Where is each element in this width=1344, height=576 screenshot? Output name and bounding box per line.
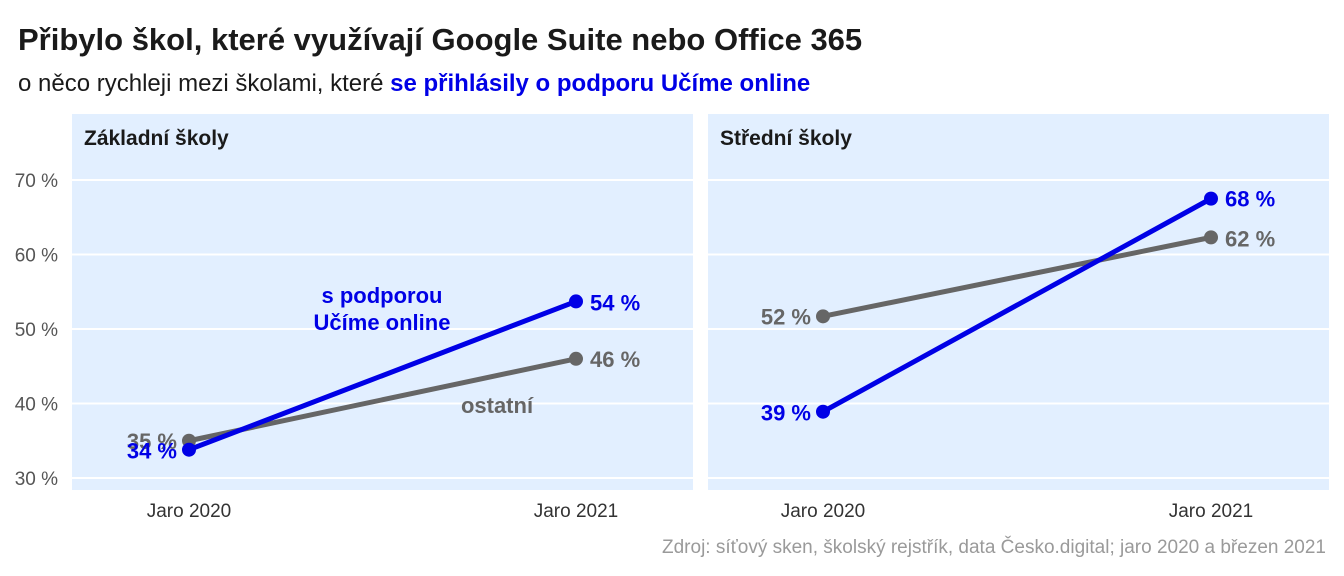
data-label: 35 %	[127, 429, 177, 454]
data-point	[816, 309, 830, 324]
series-annotation: Učíme online	[314, 310, 451, 335]
y-tick-label: 60 %	[15, 246, 58, 267]
data-label: 46 %	[590, 347, 640, 372]
panel-title: Střední školy	[720, 127, 852, 150]
series-annotation: ostatní	[461, 393, 534, 418]
data-label: 62 %	[1225, 226, 1275, 251]
chart-subtitle: o něco rychleji mezi školami, které se p…	[18, 70, 810, 98]
x-tick-label: Jaro 2021	[534, 501, 619, 522]
series-annotation: s podporou	[322, 283, 443, 308]
panel-title: Základní školy	[84, 127, 229, 150]
data-point	[1204, 191, 1218, 206]
source-note: Zdroj: síťový sken, školský rejstřík, da…	[662, 537, 1326, 558]
x-tick-label: Jaro 2021	[1169, 501, 1254, 522]
x-tick-label: Jaro 2020	[147, 501, 232, 522]
data-label: 54 %	[590, 290, 640, 315]
y-tick-label: 30 %	[15, 469, 58, 490]
data-point	[569, 294, 583, 309]
subtitle-highlight: se přihlásily o podporu Učíme online	[390, 70, 811, 97]
y-tick-label: 40 %	[15, 395, 58, 416]
data-point	[816, 404, 830, 419]
subtitle-prefix: o něco rychleji mezi školami, které	[18, 70, 391, 97]
data-point	[1204, 230, 1218, 245]
series-line	[820, 234, 1214, 319]
data-point	[569, 351, 583, 366]
data-label: 39 %	[761, 401, 811, 426]
panel-background	[72, 114, 693, 490]
series-line	[820, 196, 1214, 415]
data-label: 68 %	[1225, 187, 1275, 212]
y-tick-label: 50 %	[15, 320, 58, 341]
chart-title: Přibylo škol, které využívají Google Sui…	[18, 22, 863, 57]
series-line	[186, 298, 579, 453]
data-label: 52 %	[761, 304, 811, 329]
x-tick-label: Jaro 2020	[781, 501, 866, 522]
data-point	[182, 442, 196, 457]
y-tick-label: 70 %	[15, 171, 58, 192]
data-label: 34 %	[127, 439, 177, 464]
